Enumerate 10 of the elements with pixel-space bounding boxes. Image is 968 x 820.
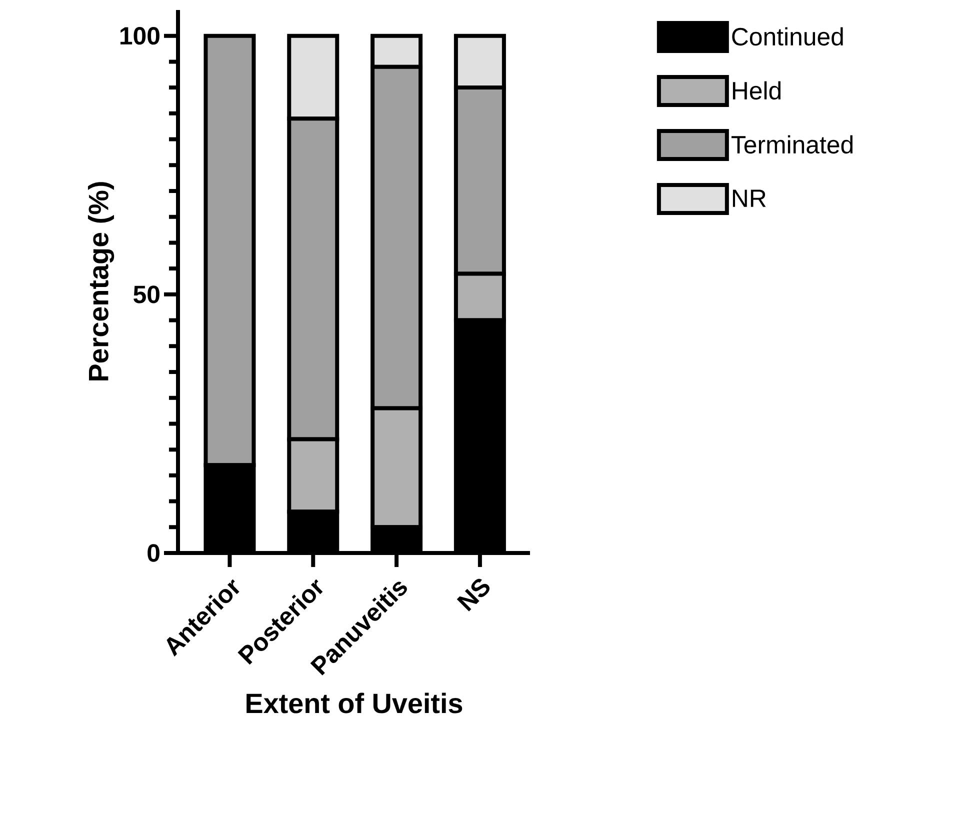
- y-tick-label: 100: [120, 27, 160, 45]
- y-tick-label: 0: [148, 544, 160, 562]
- legend-label: Terminated: [731, 135, 853, 154]
- x-tick-label: NS: [456, 578, 490, 612]
- legend-label: NR: [732, 190, 766, 207]
- legend-label: Held: [732, 81, 781, 100]
- x-axis-title: Extent of Uveitis: [246, 692, 462, 714]
- y-tick-label: 50: [134, 286, 160, 304]
- legend-label: Continued: [732, 27, 843, 46]
- y-axis-title: Percentage (%): [88, 182, 114, 380]
